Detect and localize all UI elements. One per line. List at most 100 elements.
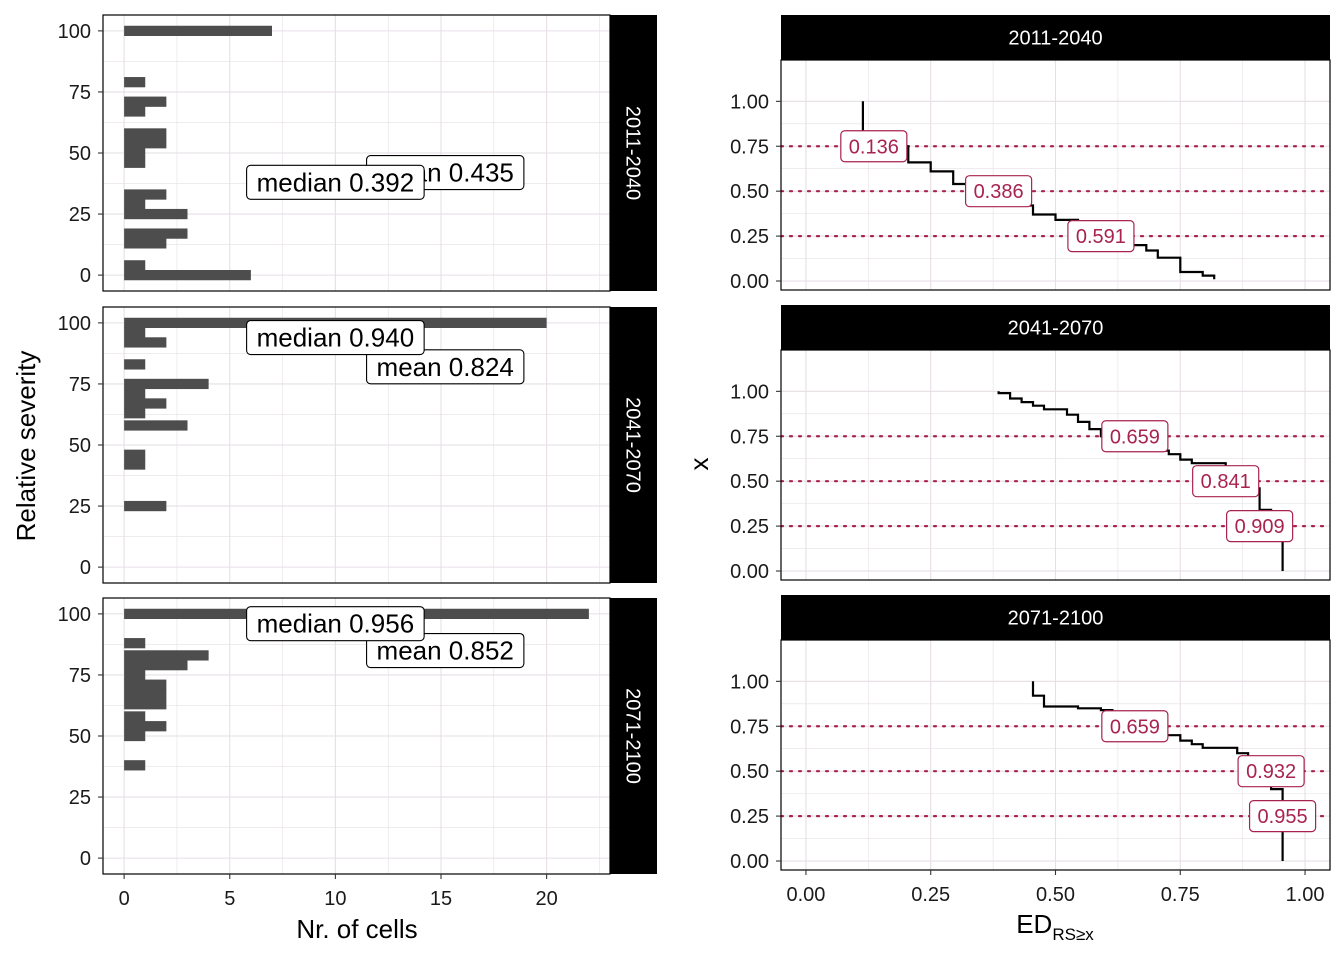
histogram-bar <box>124 378 209 390</box>
histogram-bar <box>124 689 167 700</box>
histogram-bar <box>124 189 167 200</box>
right-x-axis-title-main: ED <box>1016 909 1052 939</box>
histogram-bar <box>124 398 167 409</box>
facet-strip <box>610 15 657 291</box>
left-x-axis-title: Nr. of cells <box>296 914 417 944</box>
quantile-label-box <box>1101 420 1169 453</box>
summary-label-box <box>246 606 425 642</box>
y-tick-label: 0 <box>80 557 91 579</box>
y-tick-label: 50 <box>69 143 91 165</box>
summary-label: median 0.392 <box>257 167 415 197</box>
histogram-bar <box>124 25 272 37</box>
ecdf-panels: 0.136 0.386 0.591 2011-2040 0.00 0.25 0.50 0.75… <box>730 15 1332 906</box>
facet-strip-label: 2071-2100 <box>622 688 644 784</box>
facet-strip <box>781 595 1330 640</box>
facet-strip <box>781 305 1330 350</box>
quantile-label-box <box>964 175 1033 208</box>
histogram-bar <box>124 408 146 419</box>
histogram-bar <box>124 208 188 220</box>
summary-label-box <box>246 164 425 200</box>
facet-strip-label: 2041-2070 <box>1008 318 1104 340</box>
y-tick-label: 75 <box>69 82 91 104</box>
quantile-label: 0.955 <box>1258 806 1308 828</box>
y-tick-label: 0.00 <box>730 271 769 293</box>
right-x-axis-title-subscript: RS≥x <box>1052 925 1094 944</box>
x-tick-label: 15 <box>430 888 452 910</box>
histogram-bar <box>124 238 167 249</box>
y-tick-label: 75 <box>69 374 91 396</box>
histogram-bar <box>124 650 209 661</box>
facet-strip <box>610 307 657 583</box>
y-tick-label: 100 <box>58 604 91 626</box>
y-tick-label: 0.75 <box>730 136 769 158</box>
x-tick-label: 0 <box>119 888 130 910</box>
y-tick-label: 0.25 <box>730 226 769 248</box>
y-tick-label: 0 <box>80 848 91 870</box>
y-tick-label: 25 <box>69 204 91 226</box>
facet-strip-label: 2011-2040 <box>1008 28 1102 50</box>
histogram-bar <box>124 669 146 681</box>
ecdf-step-line <box>861 101 1216 280</box>
x-tick-label: 0.50 <box>1036 884 1075 906</box>
summary-label-box <box>246 319 425 356</box>
summary-label: median 0.956 <box>257 609 415 639</box>
histogram-bar <box>124 760 146 771</box>
quantile-label-box <box>1192 465 1260 498</box>
histogram-bar <box>124 711 146 722</box>
y-tick-label: 0.50 <box>730 761 769 783</box>
quantile-label-box <box>1237 755 1305 788</box>
quantile-label: 0.659 <box>1110 716 1160 738</box>
y-tick-label: 0.75 <box>730 716 769 738</box>
histogram-bar <box>124 138 167 149</box>
ecdf-panel-2071-2100: 0.659 0.932 0.955 2071-2100 0.00 0.25 0.50 0.75… <box>730 595 1332 906</box>
histogram-bar <box>124 96 167 107</box>
quantile-label-box <box>1226 509 1294 543</box>
quantile-label: 0.386 <box>974 181 1024 203</box>
y-tick-label: 50 <box>69 726 91 748</box>
histogram-bar <box>124 337 167 348</box>
y-tick-label: 25 <box>69 787 91 809</box>
y-tick-label: 0.50 <box>730 471 769 493</box>
summary-label-box <box>366 349 525 385</box>
y-tick-label: 1.00 <box>730 91 769 113</box>
y-tick-label: 100 <box>58 21 91 43</box>
x-tick-label: 0.25 <box>911 884 950 906</box>
right-x-axis-title: EDRS≥x <box>1016 909 1094 944</box>
y-tick-label: 0.75 <box>730 426 769 448</box>
quantile-label: 0.136 <box>849 136 899 158</box>
x-tick-label: 10 <box>324 888 346 910</box>
quantile-label-box <box>1248 799 1317 833</box>
y-tick-label: 0.25 <box>730 516 769 538</box>
summary-label: mean 0.824 <box>377 352 514 382</box>
y-tick-label: 75 <box>69 665 91 687</box>
y-tick-label: 0.50 <box>730 181 769 203</box>
histogram-bar <box>124 660 188 671</box>
y-tick-label: 0.00 <box>730 851 769 873</box>
ecdf-panel-2011-2040: 0.136 0.386 0.591 2011-2040 0.00 0.25 0.50 0.75… <box>730 15 1332 293</box>
histogram-bar <box>124 106 146 117</box>
histogram-bar <box>124 77 146 88</box>
histogram-bar <box>124 157 146 168</box>
quantile-label-box <box>1067 219 1135 253</box>
left-y-axis-title: Relative severity <box>11 351 41 542</box>
x-tick-label: 0.75 <box>1161 884 1200 906</box>
histogram-bar <box>124 327 146 338</box>
histogram-bar <box>124 730 146 742</box>
quantile-label-box <box>1101 710 1169 743</box>
y-tick-label: 25 <box>69 496 91 518</box>
histogram-bar <box>124 721 167 732</box>
y-tick-label: 1.00 <box>730 671 769 693</box>
histogram-bar <box>124 500 167 512</box>
x-tick-label: 20 <box>536 888 558 910</box>
y-tick-label: 100 <box>58 313 91 335</box>
x-tick-label: 5 <box>224 888 235 910</box>
facet-strip-label: 2071-2100 <box>1008 608 1104 630</box>
right-y-axis-title: x <box>684 458 714 471</box>
x-tick-label: 1.00 <box>1286 884 1325 906</box>
quantile-label-box <box>840 130 908 163</box>
y-tick-label: 50 <box>69 435 91 457</box>
